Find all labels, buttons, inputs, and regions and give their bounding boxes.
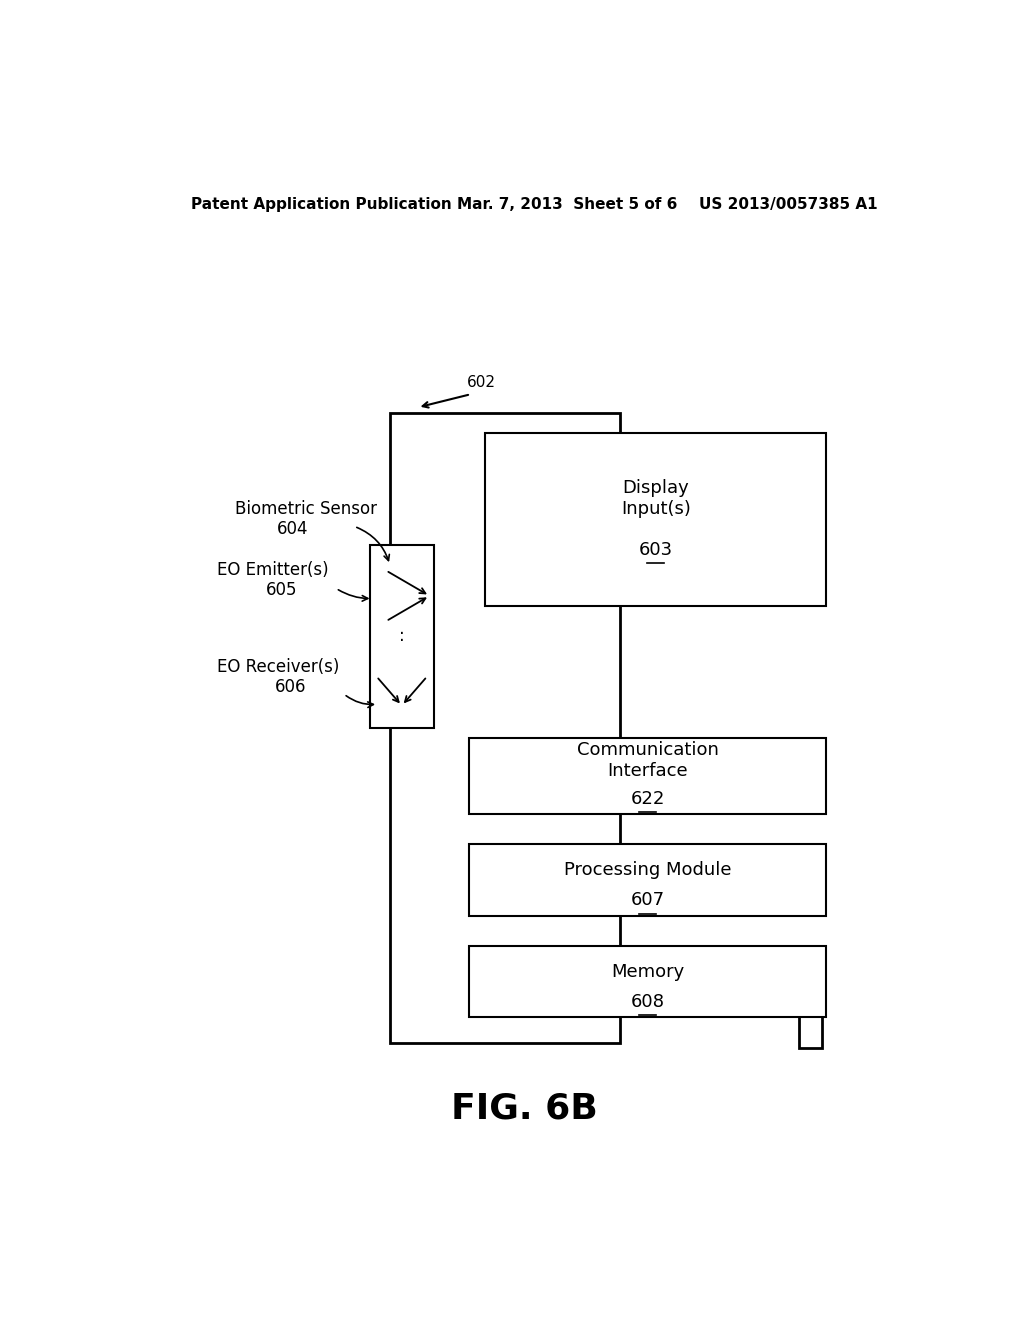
Text: 604: 604 [278, 520, 309, 539]
Bar [469, 738, 826, 814]
Text: Processing Module: Processing Module [564, 861, 731, 879]
Text: EO Emitter(s): EO Emitter(s) [217, 561, 329, 579]
Text: 603: 603 [639, 541, 673, 558]
Text: EO Receiver(s): EO Receiver(s) [217, 657, 339, 676]
Bar [485, 433, 826, 606]
Text: Patent Application Publication: Patent Application Publication [191, 197, 453, 211]
Text: Biometric Sensor: Biometric Sensor [236, 500, 377, 517]
Text: Display
Input(s): Display Input(s) [621, 479, 690, 519]
Bar [370, 545, 433, 727]
Text: FIG. 6B: FIG. 6B [452, 1092, 598, 1126]
Bar [390, 413, 621, 1043]
Bar [469, 946, 826, 1018]
Text: 606: 606 [274, 678, 306, 696]
Text: US 2013/0057385 A1: US 2013/0057385 A1 [699, 197, 878, 211]
Text: Communication
Interface: Communication Interface [577, 742, 719, 780]
Bar [469, 845, 826, 916]
Text: 608: 608 [631, 993, 665, 1011]
Text: Mar. 7, 2013  Sheet 5 of 6: Mar. 7, 2013 Sheet 5 of 6 [458, 197, 678, 211]
Text: 607: 607 [631, 891, 665, 909]
Text: Memory: Memory [611, 962, 684, 981]
Text: 605: 605 [266, 581, 298, 599]
Text: 622: 622 [631, 791, 665, 808]
Text: 602: 602 [467, 375, 496, 391]
Text: :: : [399, 627, 404, 645]
Bar [799, 966, 822, 1048]
